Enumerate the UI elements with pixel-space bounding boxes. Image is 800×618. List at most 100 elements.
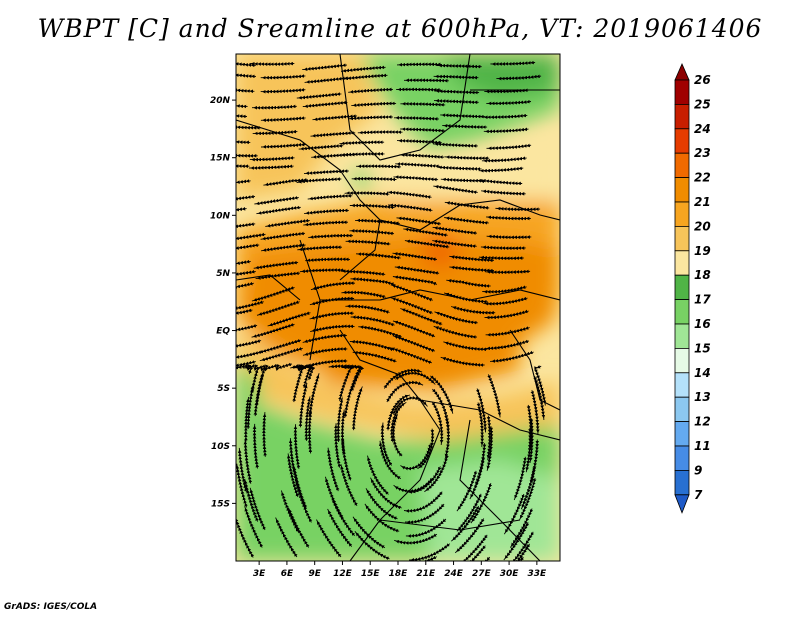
- colorbar-swatch: [674, 250, 690, 276]
- streamline: [339, 140, 385, 146]
- streamline: [395, 162, 440, 169]
- streamline: [393, 175, 439, 182]
- streamline: [316, 519, 342, 558]
- lat-label: 15S: [211, 499, 230, 509]
- colorbar-label: 14: [694, 366, 711, 380]
- streamline: [387, 203, 433, 212]
- colorbar-swatch: [674, 396, 690, 423]
- streamline: [260, 74, 306, 80]
- colorbar-swatch: [674, 79, 690, 105]
- colorbar-label: 11: [694, 439, 711, 453]
- streamline: [449, 265, 495, 273]
- streamline: [444, 155, 490, 161]
- streamline: [305, 257, 351, 263]
- streamline: [298, 382, 308, 428]
- streamline: [496, 74, 542, 81]
- streamline: [236, 350, 263, 361]
- streamline: [236, 152, 258, 158]
- colorbar-label: 26: [694, 73, 711, 87]
- lat-label: 5S: [217, 384, 230, 394]
- streamline: [484, 309, 529, 320]
- streamline: [351, 176, 397, 182]
- lat-label: 15N: [210, 154, 231, 164]
- streamline: [350, 277, 395, 286]
- streamline: [262, 412, 267, 457]
- streamline: [495, 206, 541, 212]
- streamline: [352, 350, 397, 363]
- streamline: [482, 113, 528, 120]
- lon-label: 30E: [500, 569, 520, 579]
- colorbar-swatch: [674, 128, 690, 154]
- streamline: [253, 371, 264, 417]
- colorbar-label: 7: [694, 488, 703, 502]
- streamline: [394, 265, 440, 275]
- streamline: [236, 100, 248, 109]
- streamline: [486, 234, 532, 240]
- streamline: [236, 518, 255, 558]
- streamline: [440, 113, 485, 119]
- streamline: [399, 153, 445, 159]
- longitude-axis: 3E 6E 9E 12E 15E 18E 21E 24E 27E 30E 33E: [253, 561, 547, 579]
- streamline: [485, 326, 530, 337]
- streamline: [484, 88, 530, 94]
- streamline: [307, 408, 313, 454]
- streamline: [481, 189, 526, 196]
- colorbar-swatch: [674, 274, 690, 301]
- map-title: WBPT [C] and Sreamline at 600hPa, VT: 20…: [37, 14, 763, 43]
- streamline: [261, 243, 306, 252]
- lon-label: 33E: [528, 569, 548, 579]
- streamline: [348, 87, 393, 94]
- streamline: [292, 364, 306, 403]
- streamline: [236, 360, 256, 370]
- streamline: [387, 190, 432, 199]
- streamline: [310, 324, 355, 333]
- streamline: [302, 63, 347, 71]
- streamline: [481, 156, 527, 163]
- streamline: [308, 233, 354, 239]
- lon-label: 15E: [361, 569, 381, 579]
- streamline: [236, 123, 261, 130]
- streamline: [394, 116, 439, 121]
- colorbar-label: 24: [694, 122, 711, 136]
- streamline: [478, 255, 524, 261]
- streamline: [444, 414, 451, 459]
- streamline: [486, 99, 532, 106]
- streamline: [349, 340, 394, 352]
- colorbar-swatch: [674, 104, 690, 130]
- lon-label: 3E: [253, 569, 266, 579]
- colorbar: 26 25 24 23 22 21 20 19 18 17 16 15 14 13 12 11 9 7: [674, 63, 711, 514]
- colorbar-swatch: [674, 421, 690, 447]
- colorbar-label: 16: [694, 317, 711, 331]
- streamline: [252, 129, 298, 136]
- colorbar-label: 21: [694, 195, 711, 209]
- streamline: [436, 165, 482, 171]
- streamline: [256, 300, 300, 316]
- lon-label: 12E: [333, 569, 353, 579]
- streamline: [487, 374, 502, 418]
- streamline: [478, 166, 524, 173]
- streamline: [339, 152, 385, 157]
- streamline: [298, 143, 344, 151]
- streamline: [433, 74, 479, 80]
- streamline: [249, 61, 295, 67]
- colorbar-label: 12: [694, 415, 711, 429]
- streamline: [433, 184, 478, 195]
- streamline: [340, 269, 386, 277]
- streamline: [345, 304, 390, 314]
- streamline: [396, 87, 441, 92]
- streamline: [260, 88, 306, 94]
- streamline: [431, 401, 444, 445]
- streamline: [243, 396, 250, 442]
- streamline: [255, 271, 301, 280]
- streamline: [236, 222, 256, 231]
- streamline: [344, 191, 390, 196]
- streamline: [400, 308, 443, 326]
- streamline: [296, 177, 342, 184]
- colorbar-label: 20: [694, 219, 711, 233]
- streamline: [251, 323, 295, 338]
- colorbar-swatch: [674, 177, 690, 203]
- streamline: [351, 101, 397, 107]
- streamline: [483, 127, 529, 134]
- colorbar-label: 9: [694, 463, 702, 477]
